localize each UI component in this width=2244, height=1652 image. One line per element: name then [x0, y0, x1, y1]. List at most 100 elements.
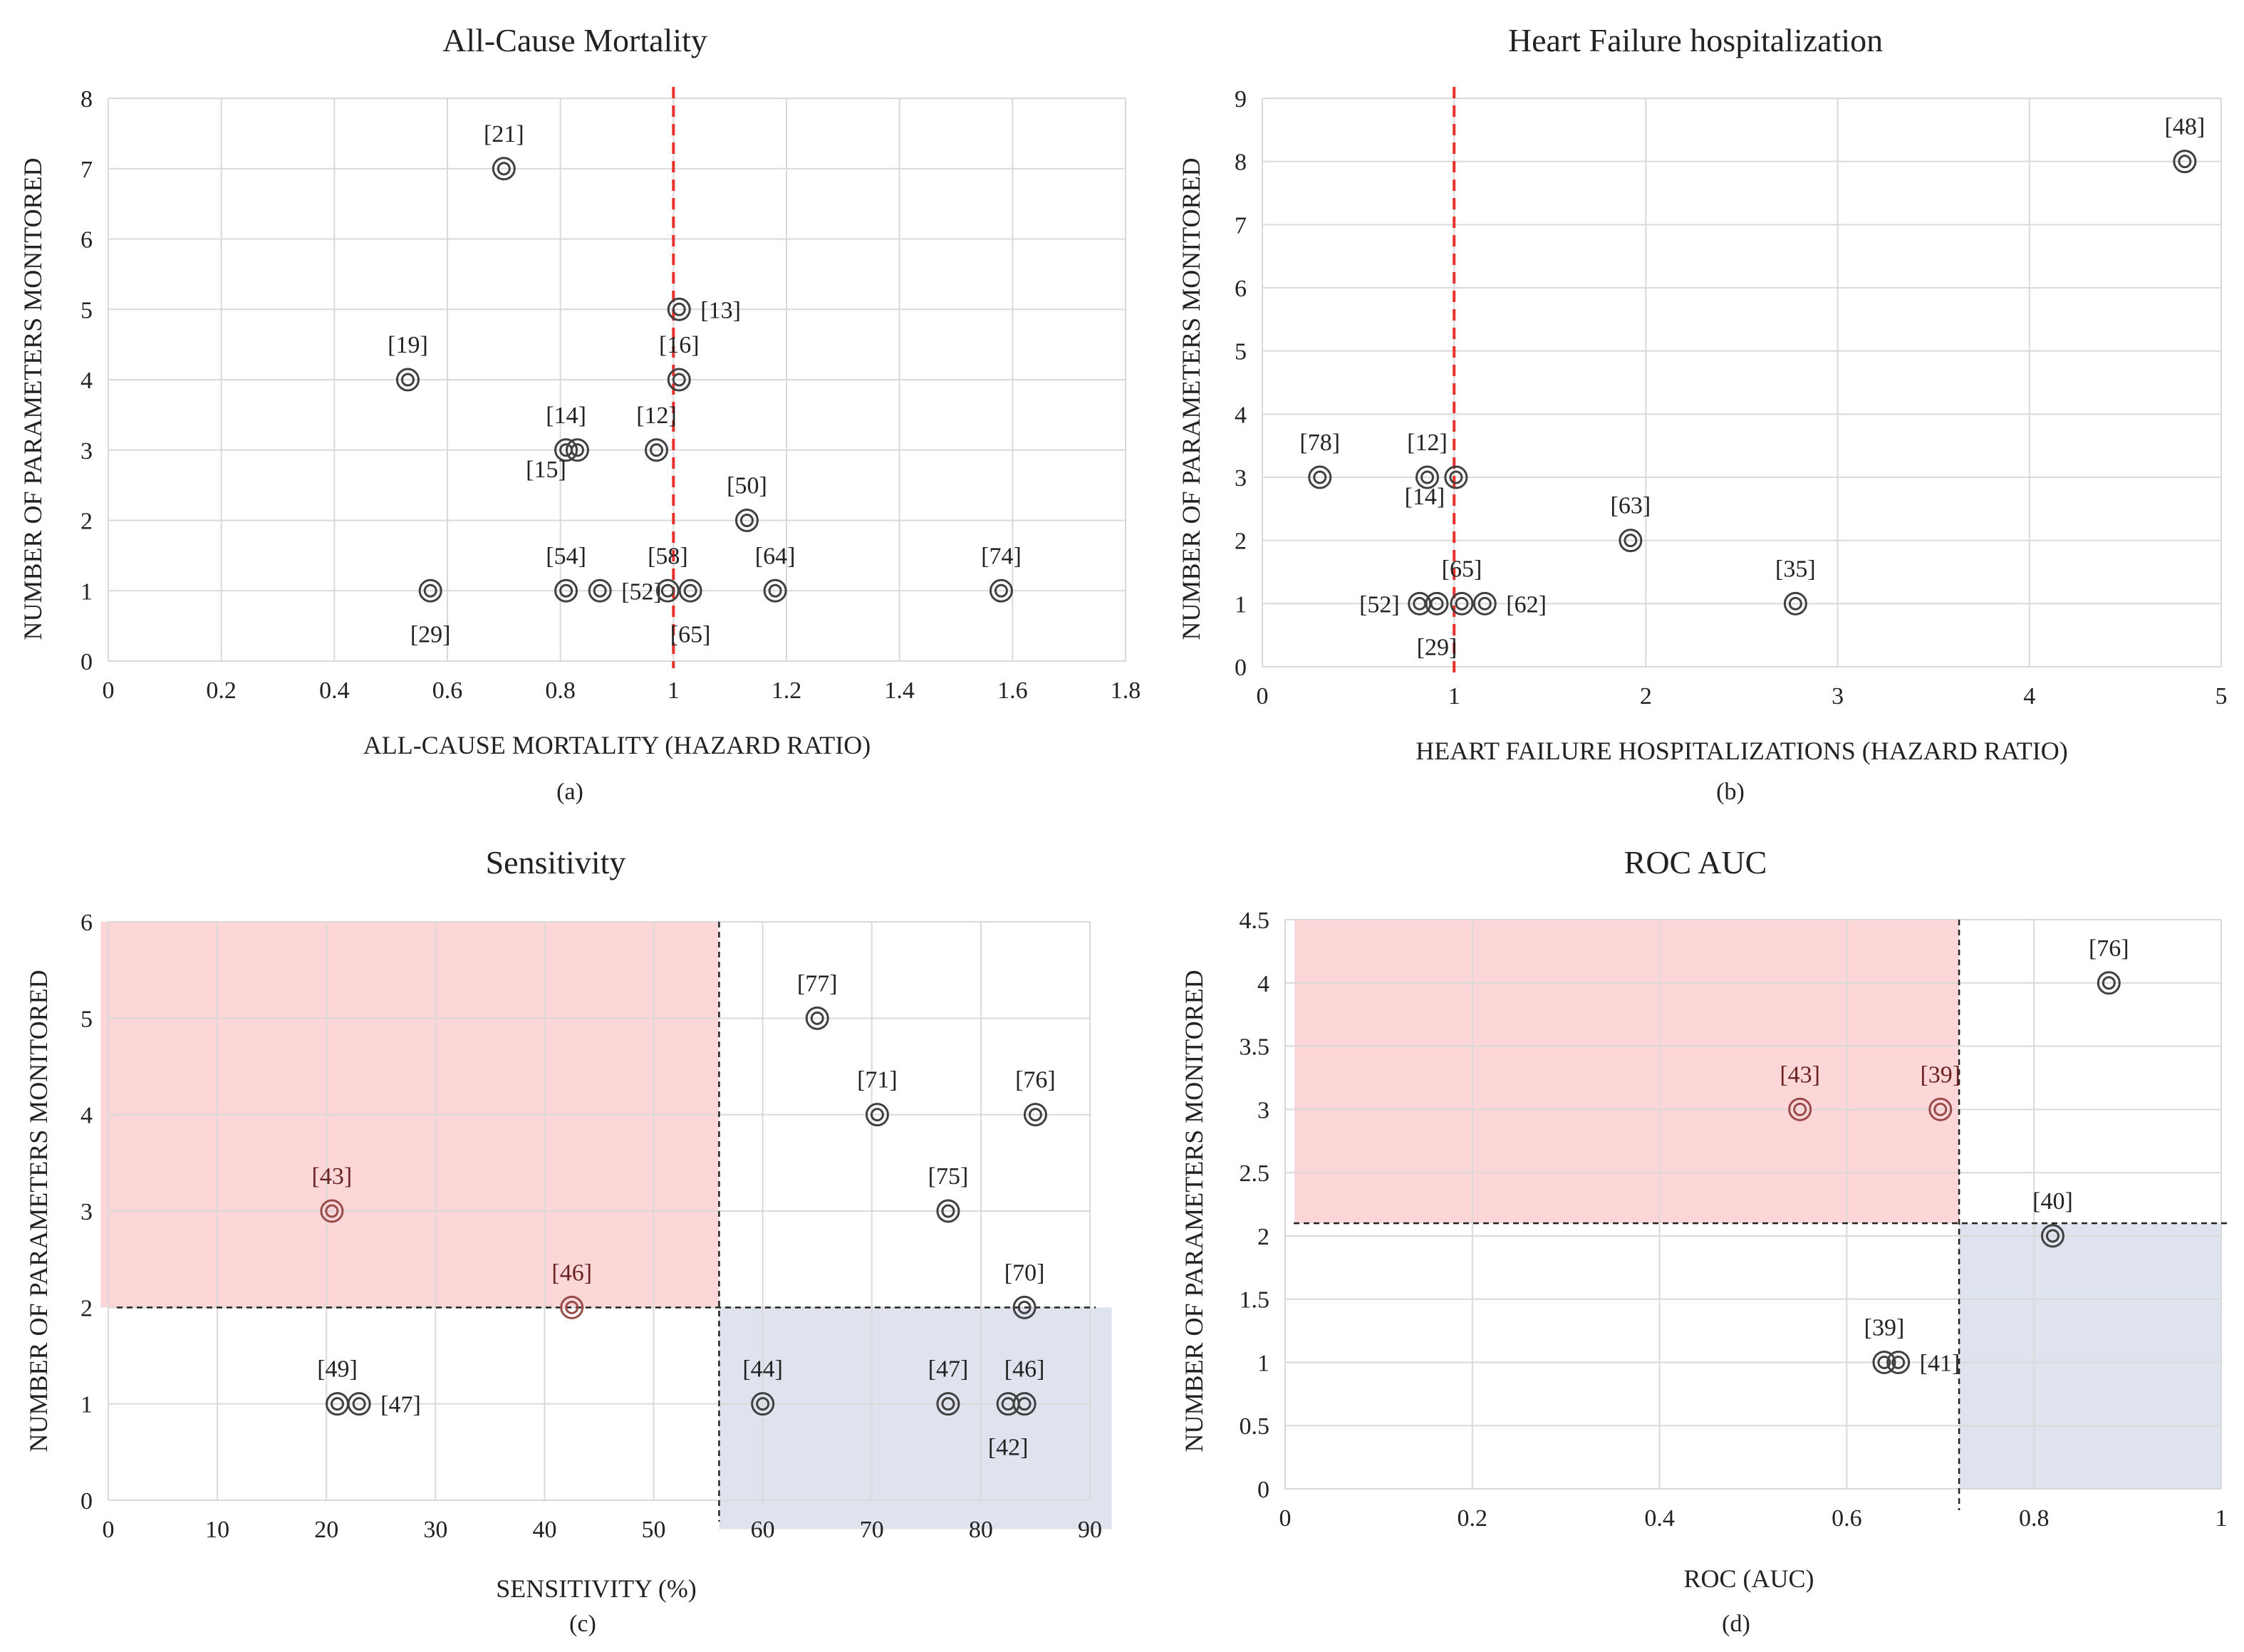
y-tick-label: 2	[1235, 529, 1247, 555]
data-point-label: [78]	[1299, 430, 1340, 456]
y-tick-label: 5	[80, 1006, 93, 1032]
x-tick-label: 1	[1448, 683, 1460, 710]
data-point-label: [52]	[1359, 591, 1400, 618]
data-point-label: [46]	[1004, 1356, 1045, 1383]
x-tick-label: 0.6	[432, 677, 463, 704]
data-point	[565, 438, 589, 462]
y-axis-label: NUMBER OF PARAMETERS MONITORED	[1180, 970, 1208, 1452]
x-tick-label: 0.2	[206, 677, 237, 704]
data-point-label: [76]	[1015, 1067, 1056, 1093]
y-axis-label: NUMBER OF PARAMETERS MONITORED	[19, 157, 47, 640]
data-point-inner	[650, 443, 664, 457]
plot-area	[1284, 919, 2222, 1490]
data-point-inner	[672, 373, 686, 387]
x-tick-label: 70	[860, 1517, 884, 1543]
data-point-label: [52]	[621, 578, 662, 605]
data-point-label: [19]	[388, 332, 428, 358]
x-tick-label: 0.4	[319, 677, 350, 704]
x-axis-label: HEART FAILURE HOSPITALIZATIONS (HAZARD R…	[1416, 737, 2068, 765]
data-point-inner	[683, 583, 697, 598]
data-point-inner	[2045, 1229, 2059, 1243]
data-point-inner	[994, 583, 1008, 598]
data-point	[347, 1392, 371, 1416]
data-point	[588, 578, 612, 603]
data-point	[1928, 1097, 1953, 1121]
x-axis-label: ROC (AUC)	[1683, 1564, 1814, 1593]
x-tick-label: 60	[751, 1517, 775, 1543]
plot-area	[108, 98, 1126, 662]
data-point	[751, 1392, 775, 1416]
data-point-inner	[1420, 470, 1435, 484]
y-tick-label: 9	[1235, 86, 1247, 113]
x-tick-label: 80	[969, 1517, 993, 1543]
data-point	[1783, 591, 1807, 615]
data-point	[1788, 1097, 1812, 1121]
x-axis-label: ALL-CAUSE MORTALITY (HAZARD RATIO)	[363, 731, 871, 759]
y-tick-label: 2	[80, 509, 93, 535]
data-point-label: [44]	[742, 1356, 783, 1383]
data-point	[2097, 971, 2121, 995]
data-point-label: [48]	[2165, 114, 2206, 140]
y-tick-label: 8	[1235, 150, 1247, 176]
data-point-inner	[352, 1397, 366, 1411]
y-tick-label: 6	[80, 910, 93, 936]
y-tick-label: 8	[80, 86, 93, 113]
x-tick-label: 4	[2023, 683, 2035, 710]
data-point-label: [29]	[410, 621, 451, 648]
data-point-inner	[660, 583, 675, 598]
data-point-label: [41]	[1920, 1350, 1960, 1376]
y-tick-label: 4	[1257, 971, 1269, 997]
x-tick-label: 0.8	[2019, 1505, 2050, 1532]
data-point-inner	[570, 443, 584, 457]
data-point-label: [71]	[857, 1067, 898, 1093]
data-point-inner	[1933, 1102, 1948, 1116]
x-tick-label: 90	[1078, 1517, 1102, 1543]
y-tick-label: 3	[1235, 465, 1247, 492]
data-point-label: [47]	[380, 1392, 421, 1418]
x-tick-label: 0	[103, 677, 115, 704]
panel-caption: (c)	[569, 1611, 596, 1637]
y-tick-label: 0	[80, 1488, 93, 1515]
data-point-inner	[756, 1397, 770, 1411]
y-tick-label: 4	[80, 368, 93, 394]
data-point-label: [43]	[1780, 1061, 1820, 1088]
data-point-label: [64]	[755, 543, 796, 569]
data-point-inner	[768, 583, 782, 598]
data-point-inner	[870, 1108, 884, 1122]
y-tick-label: 0	[80, 649, 93, 675]
data-point	[1472, 591, 1497, 615]
plot-area	[100, 921, 1112, 1529]
data-point-label: [47]	[928, 1356, 969, 1383]
y-tick-label: 4	[1235, 402, 1247, 428]
x-tick-label: 1.8	[1111, 677, 1141, 704]
y-tick-label: 3	[80, 438, 93, 464]
data-point-inner	[810, 1011, 824, 1025]
data-point	[667, 368, 691, 392]
data-point-label: [40]	[2032, 1188, 2073, 1215]
y-tick-label: 5	[1235, 339, 1247, 365]
data-point-label: [16]	[659, 332, 700, 358]
data-point	[1619, 529, 1643, 553]
data-point	[655, 578, 680, 603]
data-point	[395, 368, 420, 392]
y-tick-label: 1.5	[1240, 1287, 1270, 1314]
data-point-label: [65]	[1442, 556, 1482, 582]
data-point	[734, 509, 759, 532]
data-point-inner	[739, 514, 754, 527]
data-point-inner	[1430, 596, 1444, 611]
data-point-inner	[1313, 470, 1327, 484]
data-point	[678, 578, 702, 603]
plot-area	[1262, 98, 2222, 667]
x-tick-label: 1	[2216, 1505, 2228, 1532]
x-tick-label: 40	[532, 1517, 556, 1543]
panel-b-heart-failure-hospitalization: Heart Failure hospitalization HEART FAIL…	[1177, 22, 2228, 805]
data-point	[645, 438, 669, 462]
y-tick-label: 1	[80, 1392, 93, 1418]
x-axis-label: SENSITIVITY (%)	[496, 1574, 697, 1603]
y-tick-label: 7	[80, 157, 93, 183]
data-point	[1416, 465, 1440, 489]
data-point-label: [46]	[551, 1259, 592, 1286]
x-tick-label: 1.4	[884, 677, 915, 704]
y-axis-label: NUMBER OF PARAMETERS MONITORED	[24, 970, 53, 1452]
